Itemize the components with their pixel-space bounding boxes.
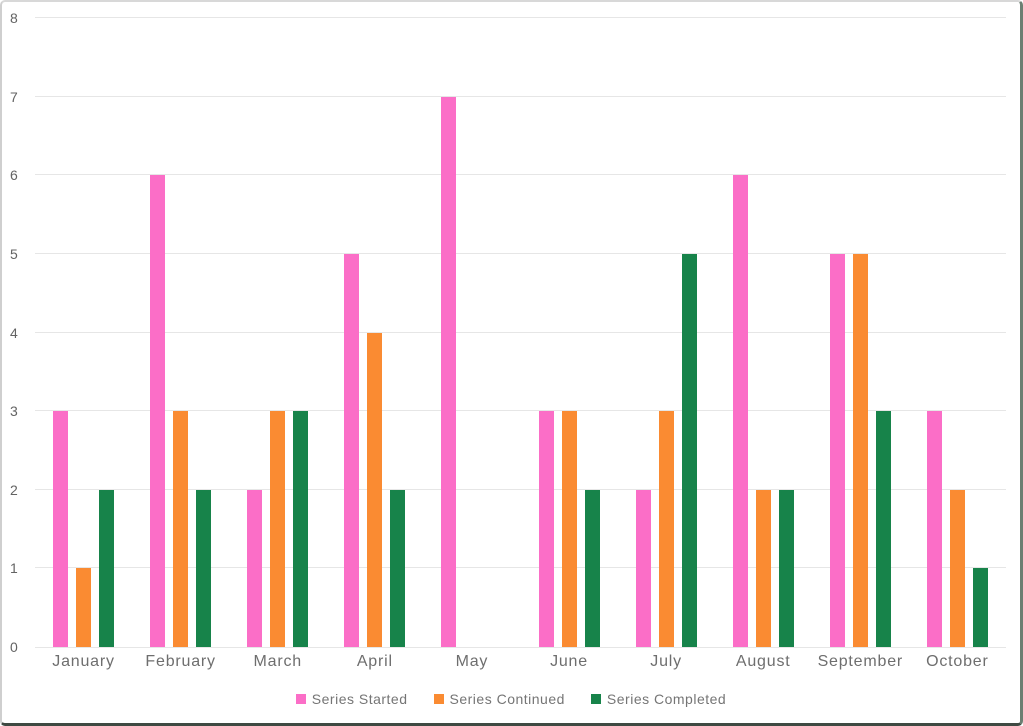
bar-group — [812, 18, 909, 647]
bar-series-completed — [99, 489, 115, 647]
bar-series-started — [441, 96, 457, 647]
x-category-label: June — [550, 653, 588, 670]
legend-label: Series Started — [311, 691, 408, 707]
grid-line — [35, 410, 1006, 412]
grid-line — [35, 488, 1006, 490]
y-tick-label: 7 — [10, 88, 19, 105]
legend-swatch-icon — [590, 694, 601, 704]
bar-group — [35, 18, 132, 647]
x-category-label: August — [735, 653, 791, 670]
bar-series-started — [829, 253, 845, 647]
bar-series-completed — [584, 489, 600, 647]
legend-swatch-icon — [433, 694, 444, 704]
bar-series-started — [635, 489, 651, 647]
y-tick-label: 4 — [10, 324, 19, 341]
grid-line — [35, 567, 1006, 569]
bars-layer — [35, 18, 1006, 647]
y-tick-label: 3 — [10, 403, 19, 420]
legend-label: Series Completed — [606, 691, 727, 707]
grid-line — [35, 252, 1006, 254]
x-category-label: September — [817, 653, 904, 670]
grid-line — [35, 174, 1006, 176]
bar-series-continued — [852, 253, 868, 647]
y-tick-label: 0 — [10, 639, 19, 655]
x-category-label: March — [253, 653, 302, 670]
bar-series-completed — [196, 489, 212, 647]
grid-line — [35, 95, 1006, 97]
legend-swatch-icon — [295, 694, 306, 704]
bar-series-started — [150, 175, 166, 647]
x-category-label: May — [455, 653, 489, 670]
bar-series-completed — [875, 411, 891, 647]
bar-group — [423, 18, 520, 647]
bar-series-continued — [755, 489, 771, 647]
bar-group — [520, 18, 617, 647]
bar-series-started — [53, 411, 69, 647]
grid-line — [35, 647, 1006, 648]
bar-series-completed — [778, 489, 794, 647]
bar-series-continued — [949, 489, 965, 647]
x-category-label: April — [356, 653, 393, 670]
bar-series-completed — [681, 253, 697, 647]
x-category-label: July — [650, 653, 682, 670]
y-tick-label: 8 — [10, 10, 19, 26]
x-axis-labels: January February March April May June July Augu… — [35, 653, 1006, 671]
bar-series-started — [344, 253, 360, 647]
y-tick-label: 1 — [10, 560, 19, 577]
bar-series-continued — [270, 411, 286, 647]
bar-series-started — [247, 489, 263, 647]
bar-series-started — [926, 411, 942, 647]
x-category-label: February — [145, 653, 216, 670]
grid-line — [35, 331, 1006, 333]
grid-line — [35, 17, 1006, 18]
bar-series-continued — [173, 411, 189, 647]
legend: Series Started Series Continued Series Com… — [2, 691, 1020, 707]
bar-group — [229, 18, 326, 647]
bar-series-continued — [658, 411, 674, 647]
legend-item: Series Continued — [433, 691, 565, 707]
bar-group — [715, 18, 812, 647]
bar-series-continued — [561, 411, 577, 647]
bar-series-completed — [293, 411, 309, 647]
y-tick-label: 5 — [10, 245, 19, 262]
y-tick-label: 6 — [10, 167, 19, 184]
bar-series-completed — [390, 489, 406, 647]
legend-label: Series Continued — [449, 691, 565, 707]
bar-group — [618, 18, 715, 647]
plot-area — [35, 17, 1006, 648]
bar-series-started — [732, 175, 748, 647]
legend-item: Series Started — [295, 691, 408, 707]
bar-group — [909, 18, 1006, 647]
bar-series-continued — [367, 332, 383, 647]
x-category-label: October — [926, 653, 989, 670]
bar-series-continued — [76, 568, 92, 647]
x-category-label: January — [52, 653, 115, 670]
bar-group — [326, 18, 423, 647]
bar-series-started — [538, 411, 554, 647]
bar-series-completed — [972, 568, 988, 647]
bar-group — [132, 18, 229, 647]
y-tick-label: 2 — [10, 481, 19, 498]
legend-item: Series Completed — [590, 691, 727, 707]
